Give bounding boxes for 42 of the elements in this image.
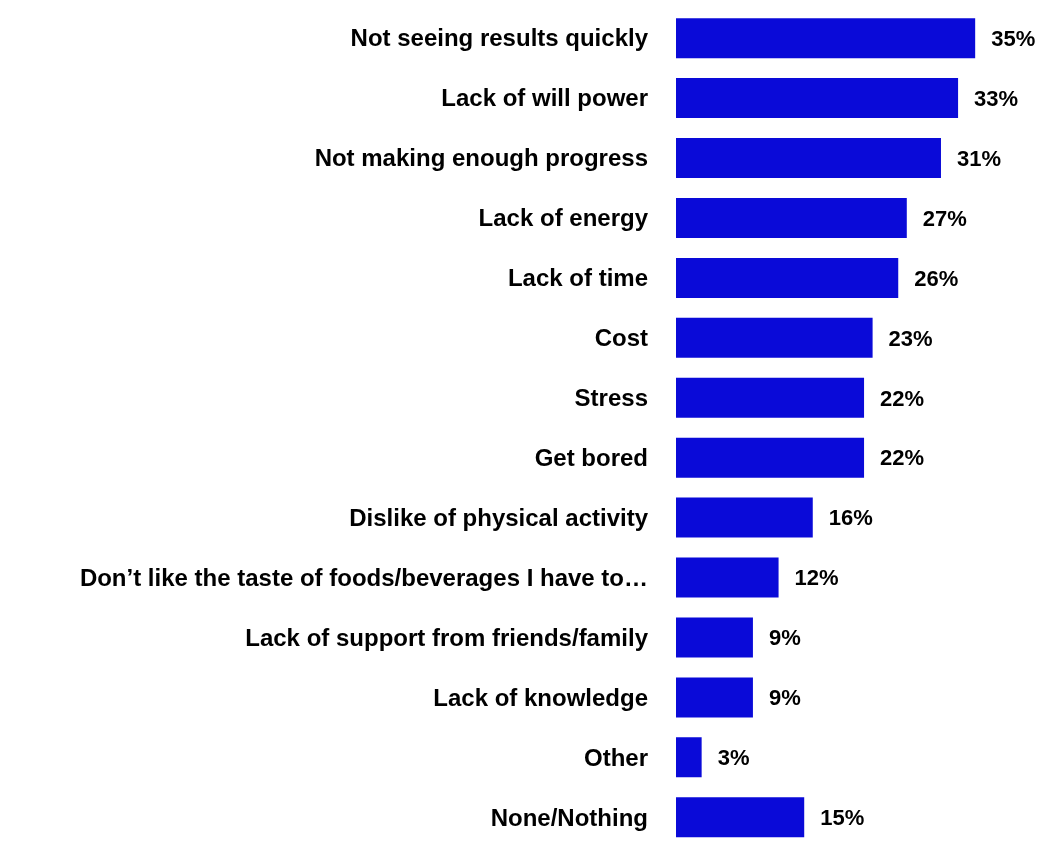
data-label: 9% [768, 625, 801, 651]
y-tick-label: Cost [594, 324, 648, 352]
data-label: 22% [880, 445, 925, 471]
data-label: 15% [820, 805, 865, 831]
data-label: 26% [914, 265, 959, 291]
y-tick-label: None/Nothing [490, 803, 648, 831]
bar [676, 257, 899, 298]
data-label: 33% [974, 85, 1019, 111]
y-tick-label: Not seeing results quickly [350, 24, 649, 52]
bar [676, 617, 753, 658]
data-label: 27% [922, 205, 967, 231]
data-label: 22% [880, 385, 925, 411]
y-tick-label: Lack of energy [478, 204, 649, 232]
data-label: 16% [828, 505, 873, 531]
data-label: 35% [991, 26, 1036, 51]
y-tick-label: Don’t like the taste of foods/beverages I have to… [79, 563, 648, 591]
bar [676, 497, 813, 538]
bar [676, 18, 976, 59]
bar [676, 317, 873, 358]
bar [676, 377, 865, 418]
bar [676, 78, 959, 119]
bar [676, 138, 941, 179]
y-tick-label: Get bored [534, 443, 648, 471]
y-tick-label: Not making enough progress [314, 144, 648, 172]
y-tick-label: Dislike of physical activity [349, 503, 649, 531]
data-label: 9% [768, 685, 801, 711]
y-tick-label: Stress [574, 384, 648, 412]
y-tick-label: Lack of knowledge [433, 683, 648, 711]
bar [676, 437, 865, 478]
data-label: 3% [717, 745, 750, 771]
bar [676, 737, 702, 778]
data-label: 31% [956, 145, 1002, 171]
bar [676, 797, 805, 838]
y-tick-label: Lack of will power [441, 84, 648, 112]
y-tick-label: Lack of support from friends/family [245, 623, 649, 651]
y-tick-label: Other [583, 743, 648, 771]
bar [676, 677, 753, 718]
data-label: 23% [888, 325, 933, 351]
bar [676, 197, 907, 238]
y-tick-label: Lack of time [507, 264, 648, 292]
bar [676, 557, 779, 598]
data-label: 12% [794, 565, 839, 591]
